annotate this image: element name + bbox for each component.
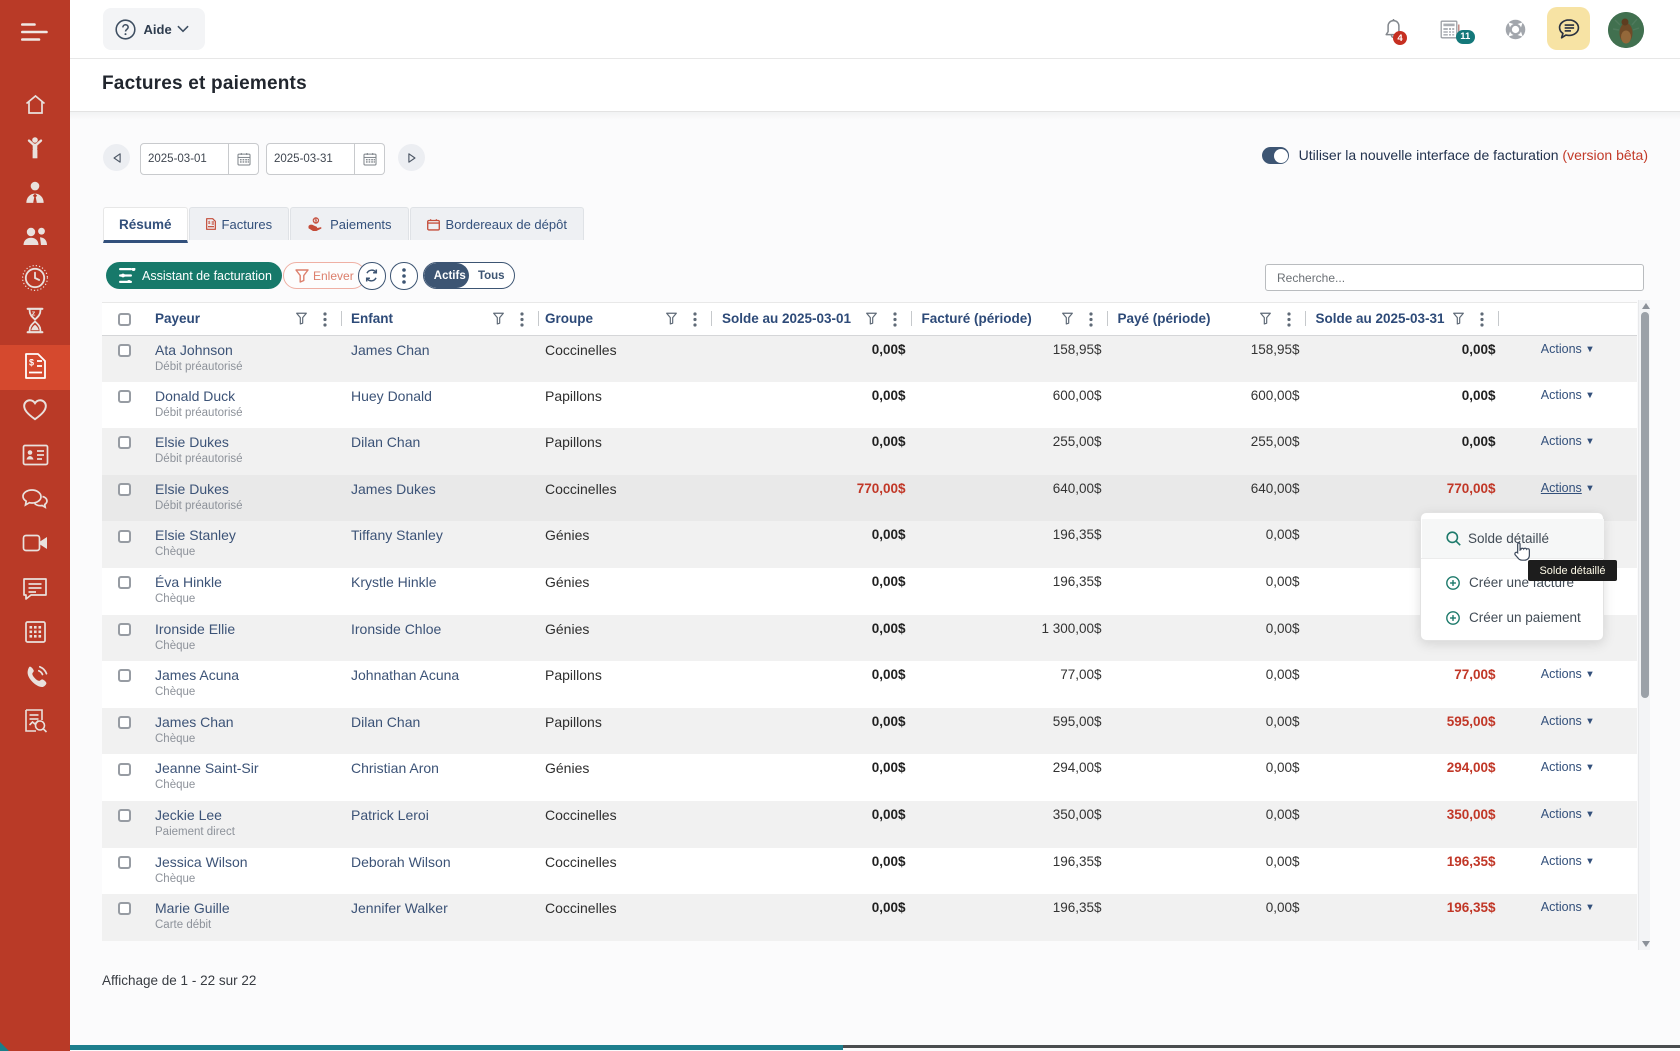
- svg-text:$: $: [208, 220, 211, 225]
- svg-text:z: z: [32, 309, 36, 318]
- svg-text:$: $: [315, 218, 318, 224]
- svg-text:$: $: [29, 358, 34, 368]
